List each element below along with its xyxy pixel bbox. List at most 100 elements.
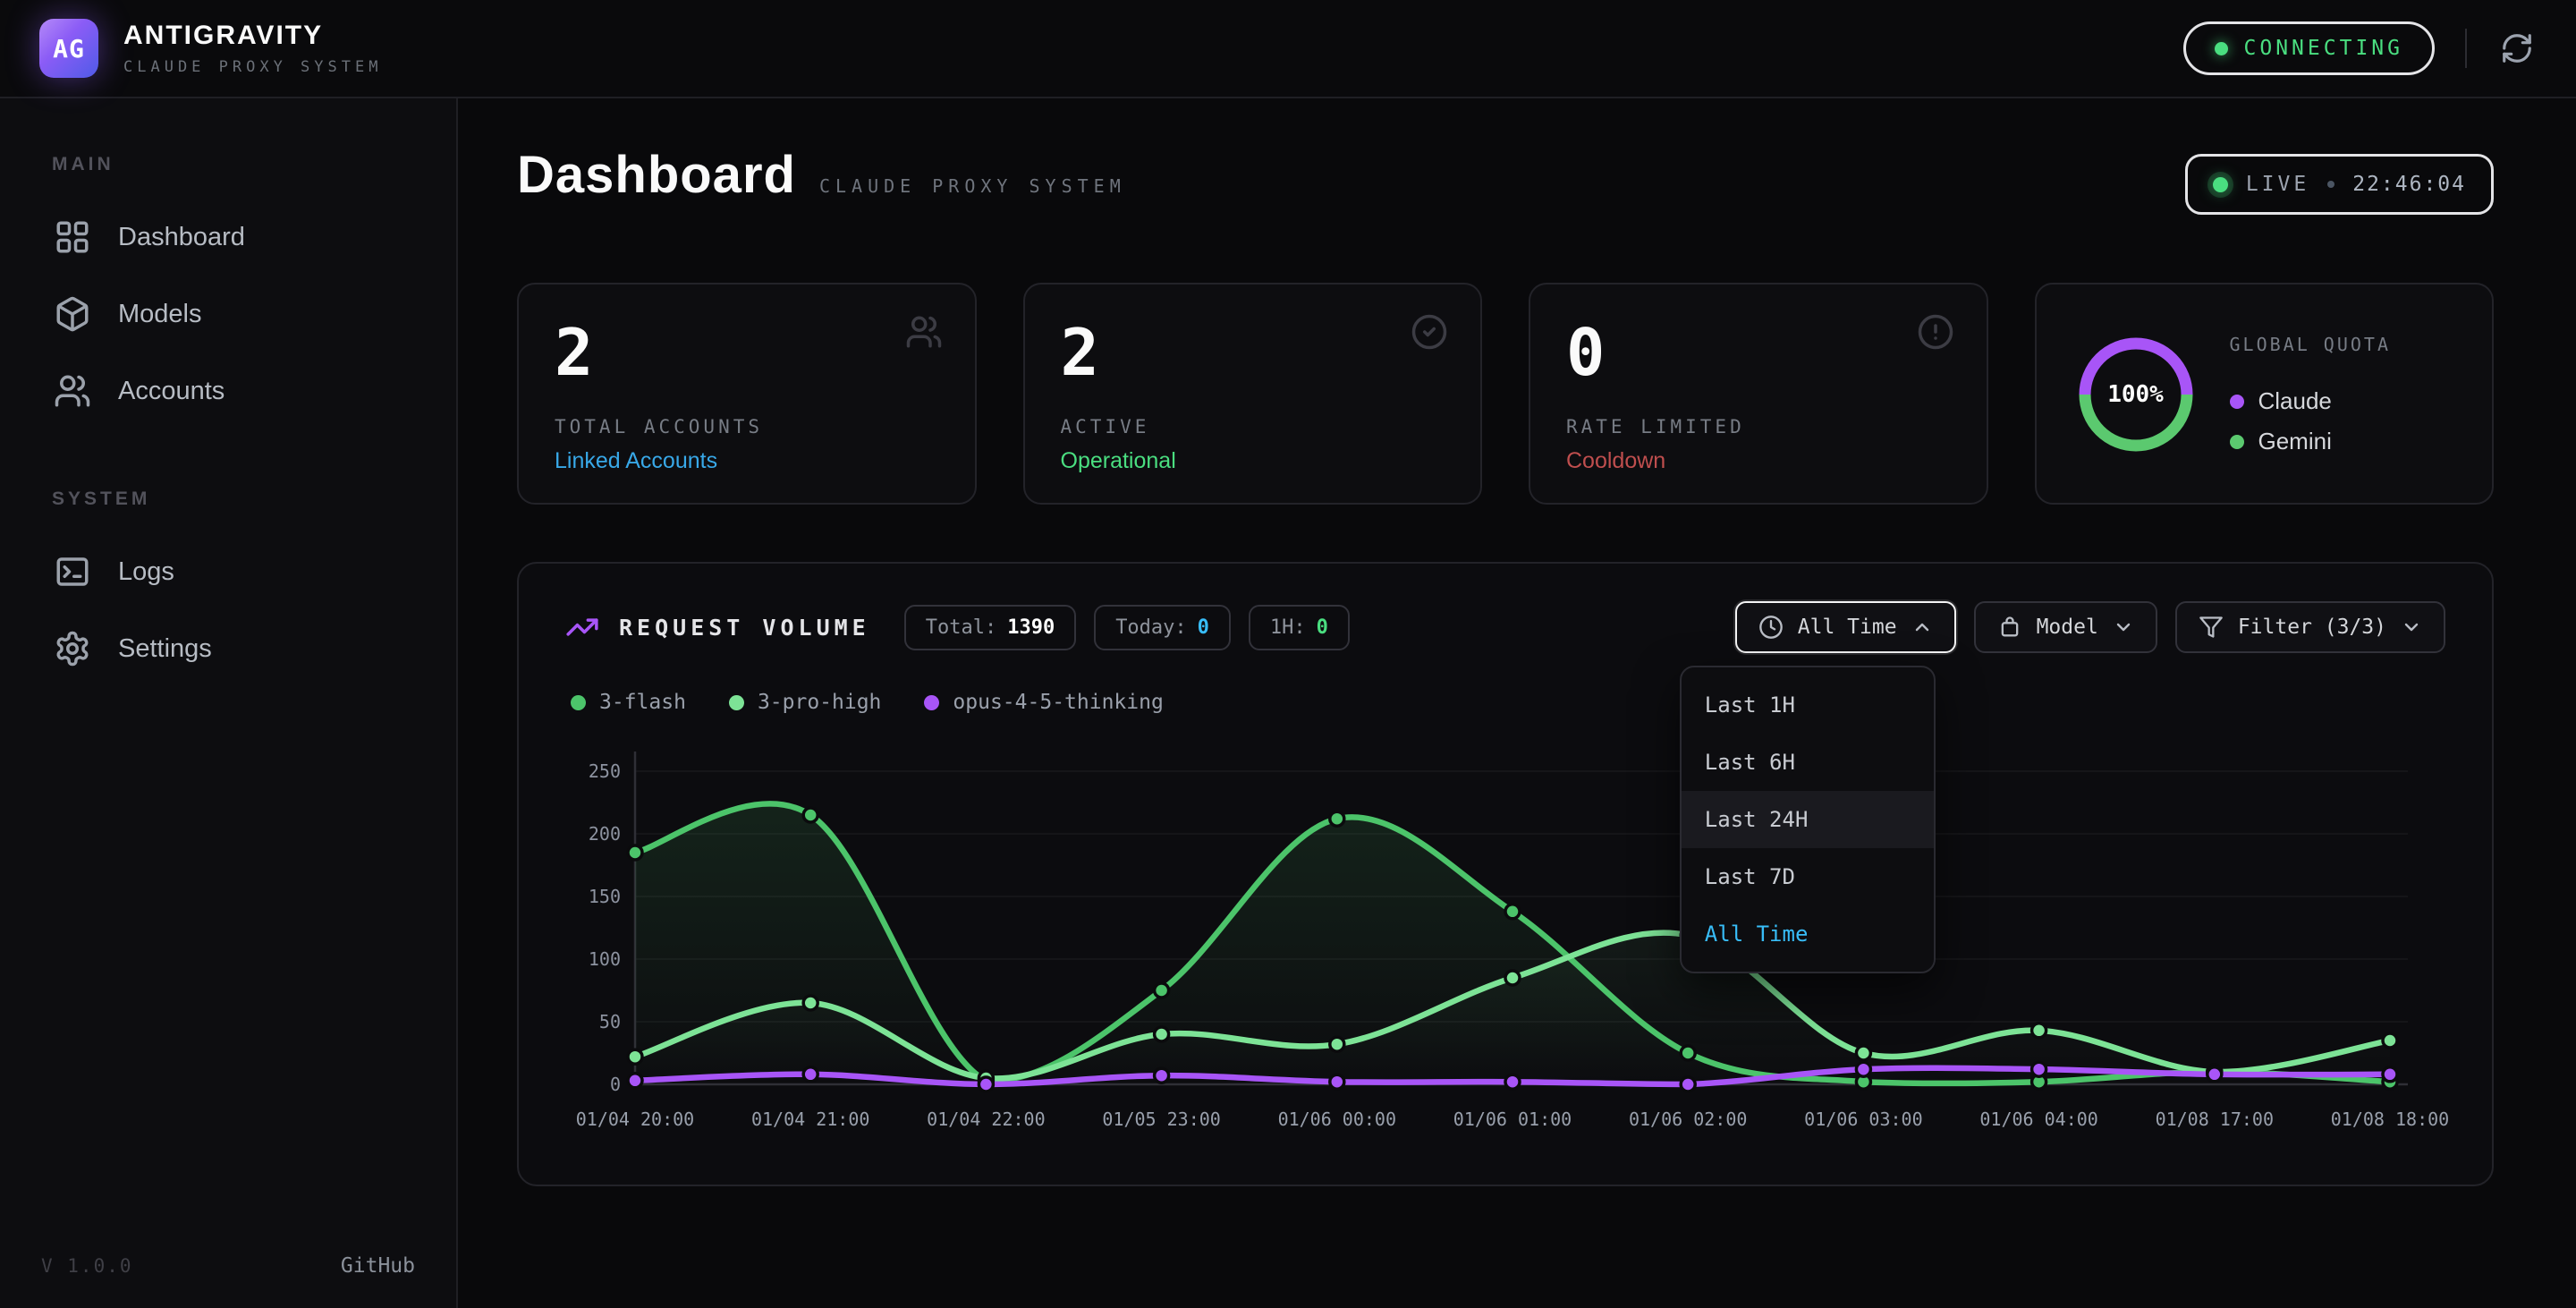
- sidebar-item-label: Accounts: [118, 377, 225, 406]
- menu-item-last-1h[interactable]: Last 1H: [1682, 676, 1934, 734]
- menu-item-all-time[interactable]: All Time: [1682, 905, 1934, 963]
- users-icon: [54, 372, 91, 410]
- chevron-down-icon: [2113, 616, 2134, 638]
- main-content: Dashboard CLAUDE PROXY SYSTEM LIVE 22:46…: [458, 98, 2576, 1308]
- grid-icon: [54, 218, 91, 256]
- time-range-button[interactable]: All Time: [1735, 601, 1956, 653]
- alert-circle-icon: [1917, 313, 1954, 351]
- stat-card-active: 2 ACTIVE Operational: [1023, 283, 1483, 505]
- stat-sub: Operational: [1061, 448, 1445, 474]
- svg-text:250: 250: [589, 760, 621, 782]
- stat-value: 2: [1061, 320, 1445, 385]
- cube-icon: [54, 295, 91, 333]
- quota-label: GLOBAL QUOTA: [2230, 334, 2392, 355]
- sidebar-item-models[interactable]: Models: [41, 276, 415, 352]
- request-volume-panel: REQUEST VOLUME Total:1390 Today:0 1H:0: [517, 562, 2494, 1186]
- legend-dot: [571, 695, 586, 710]
- page-subtitle: CLAUDE PROXY SYSTEM: [819, 175, 1126, 197]
- brand-block: ANTIGRAVITY CLAUDE PROXY SYSTEM: [123, 21, 382, 76]
- stat-value: 0: [1566, 320, 1951, 385]
- trending-up-icon: [565, 610, 599, 644]
- time-range-menu: Last 1H Last 6H Last 24H Last 7D All Tim…: [1680, 666, 1936, 973]
- menu-item-last-6h[interactable]: Last 6H: [1682, 734, 1934, 791]
- box-icon: [1997, 615, 2022, 640]
- legend-item-3-flash: 3-flash: [571, 691, 686, 714]
- legend-item-opus-4-5-thinking: opus-4-5-thinking: [924, 691, 1163, 714]
- legend-dot: [924, 695, 939, 710]
- volume-chart: 05010015020025001/04 20:0001/04 21:0001/…: [565, 730, 2451, 1158]
- today-badge: Today:0: [1094, 605, 1231, 650]
- svg-text:01/08 17:00: 01/08 17:00: [2156, 1108, 2274, 1130]
- brand-subtitle: CLAUDE PROXY SYSTEM: [123, 58, 382, 76]
- legend-dot: [729, 695, 744, 710]
- status-text: CONNECTING: [2244, 37, 2403, 60]
- connection-status-pill: CONNECTING: [2183, 21, 2435, 75]
- svg-text:01/04 20:00: 01/04 20:00: [576, 1108, 694, 1130]
- svg-text:01/08 18:00: 01/08 18:00: [2331, 1108, 2449, 1130]
- stat-card-total-accounts: 2 TOTAL ACCOUNTS Linked Accounts: [517, 283, 977, 505]
- app-logo: AG: [39, 19, 98, 78]
- chevron-up-icon: [1911, 616, 1933, 638]
- sidebar-item-accounts[interactable]: Accounts: [41, 352, 415, 429]
- gear-icon: [54, 630, 91, 667]
- global-quota-card: 100% GLOBAL QUOTA Claude Gemini: [2035, 283, 2495, 505]
- funnel-icon: [2199, 615, 2224, 640]
- svg-text:01/06 01:00: 01/06 01:00: [1453, 1108, 1572, 1130]
- separator-dot: [2327, 181, 2334, 188]
- stat-sub: Cooldown: [1566, 448, 1951, 474]
- stat-label: TOTAL ACCOUNTS: [555, 416, 939, 437]
- svg-text:01/04 21:00: 01/04 21:00: [751, 1108, 869, 1130]
- svg-text:01/06 00:00: 01/06 00:00: [1278, 1108, 1396, 1130]
- sidebar: MAIN Dashboard Models Accounts SYSTEM: [0, 98, 458, 1308]
- quota-percent: 100%: [2072, 331, 2199, 458]
- svg-text:200: 200: [589, 823, 621, 845]
- svg-text:50: 50: [599, 1011, 621, 1032]
- app-version: V 1.0.0: [41, 1255, 133, 1277]
- live-dot: [2213, 177, 2228, 192]
- top-header: AG ANTIGRAVITY CLAUDE PROXY SYSTEM CONNE…: [0, 0, 2576, 98]
- page-title: Dashboard: [517, 145, 796, 205]
- menu-item-last-7d[interactable]: Last 7D: [1682, 848, 1934, 905]
- one-hour-badge: 1H:0: [1249, 605, 1350, 650]
- refresh-button[interactable]: [2497, 29, 2537, 68]
- live-label: LIVE: [2246, 173, 2309, 196]
- quota-legend-gemini: Gemini: [2230, 428, 2392, 455]
- menu-item-last-24h[interactable]: Last 24H: [1682, 791, 1934, 848]
- terminal-icon: [54, 553, 91, 590]
- brand-name: ANTIGRAVITY: [123, 21, 382, 51]
- gemini-dot: [2230, 435, 2244, 449]
- sidebar-item-logs[interactable]: Logs: [41, 533, 415, 610]
- sidebar-item-label: Models: [118, 300, 202, 329]
- sidebar-section-system: SYSTEM: [52, 488, 415, 510]
- svg-text:01/06 03:00: 01/06 03:00: [1804, 1108, 1922, 1130]
- filter-button[interactable]: Filter (3/3): [2175, 601, 2445, 653]
- model-filter-button[interactable]: Model: [1974, 601, 2157, 653]
- panel-title: REQUEST VOLUME: [619, 615, 870, 641]
- quota-donut: 100%: [2072, 331, 2199, 458]
- svg-text:01/05 23:00: 01/05 23:00: [1102, 1108, 1220, 1130]
- stat-label: ACTIVE: [1061, 416, 1445, 437]
- claude-dot: [2230, 395, 2244, 409]
- refresh-icon: [2500, 31, 2534, 65]
- stat-label: RATE LIMITED: [1566, 416, 1951, 437]
- svg-text:100: 100: [589, 948, 621, 970]
- sidebar-section-main: MAIN: [52, 154, 415, 175]
- sidebar-item-dashboard[interactable]: Dashboard: [41, 199, 415, 276]
- sidebar-item-label: Settings: [118, 634, 212, 664]
- chevron-down-icon: [2401, 616, 2422, 638]
- total-badge: Total:1390: [904, 605, 1076, 650]
- svg-text:0: 0: [610, 1074, 621, 1095]
- sidebar-item-label: Logs: [118, 557, 174, 587]
- divider: [2465, 29, 2467, 68]
- live-badge: LIVE 22:46:04: [2185, 154, 2494, 215]
- users-icon: [905, 313, 943, 351]
- sidebar-item-settings[interactable]: Settings: [41, 610, 415, 687]
- status-dot: [2215, 42, 2228, 55]
- clock-icon: [1758, 615, 1784, 640]
- svg-text:01/06 04:00: 01/06 04:00: [1979, 1108, 2097, 1130]
- quota-legend-claude: Claude: [2230, 387, 2392, 415]
- sidebar-item-label: Dashboard: [118, 223, 245, 252]
- github-link[interactable]: GitHub: [341, 1254, 415, 1278]
- stat-sub: Linked Accounts: [555, 448, 939, 474]
- live-time: 22:46:04: [2352, 173, 2466, 196]
